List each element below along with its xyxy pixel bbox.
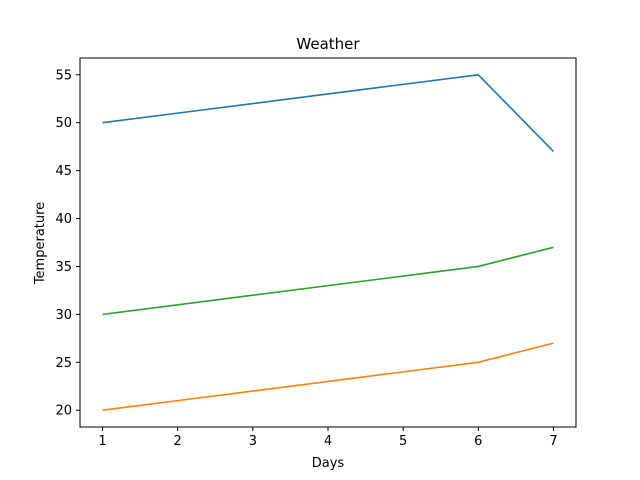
x-tick-label: 1 xyxy=(98,434,106,449)
chart-title: Weather xyxy=(296,35,360,53)
x-axis-label: Days xyxy=(312,456,345,471)
x-tick-label: 6 xyxy=(474,434,482,449)
y-tick-label: 40 xyxy=(55,212,72,227)
x-tick-label: 4 xyxy=(324,434,332,449)
y-tick-label: 55 xyxy=(55,68,72,83)
y-tick-label: 30 xyxy=(55,308,72,323)
y-axis-label: Temperature xyxy=(33,202,48,285)
x-tick-label: 5 xyxy=(399,434,407,449)
y-tick-label: 45 xyxy=(55,164,72,179)
y-tick-label: 25 xyxy=(55,356,72,371)
series-line-1 xyxy=(102,73,555,153)
x-tick-label: 2 xyxy=(174,434,182,449)
y-tick-label: 35 xyxy=(55,260,72,275)
series-line-3 xyxy=(102,246,554,316)
plot-frame xyxy=(79,57,577,428)
series-line-2 xyxy=(102,342,554,412)
y-tick-label: 50 xyxy=(55,116,72,131)
x-tick-label: 7 xyxy=(549,434,557,449)
x-tick-label: 3 xyxy=(249,434,257,449)
y-tick-label: 20 xyxy=(55,404,72,419)
series-layer xyxy=(102,73,555,412)
